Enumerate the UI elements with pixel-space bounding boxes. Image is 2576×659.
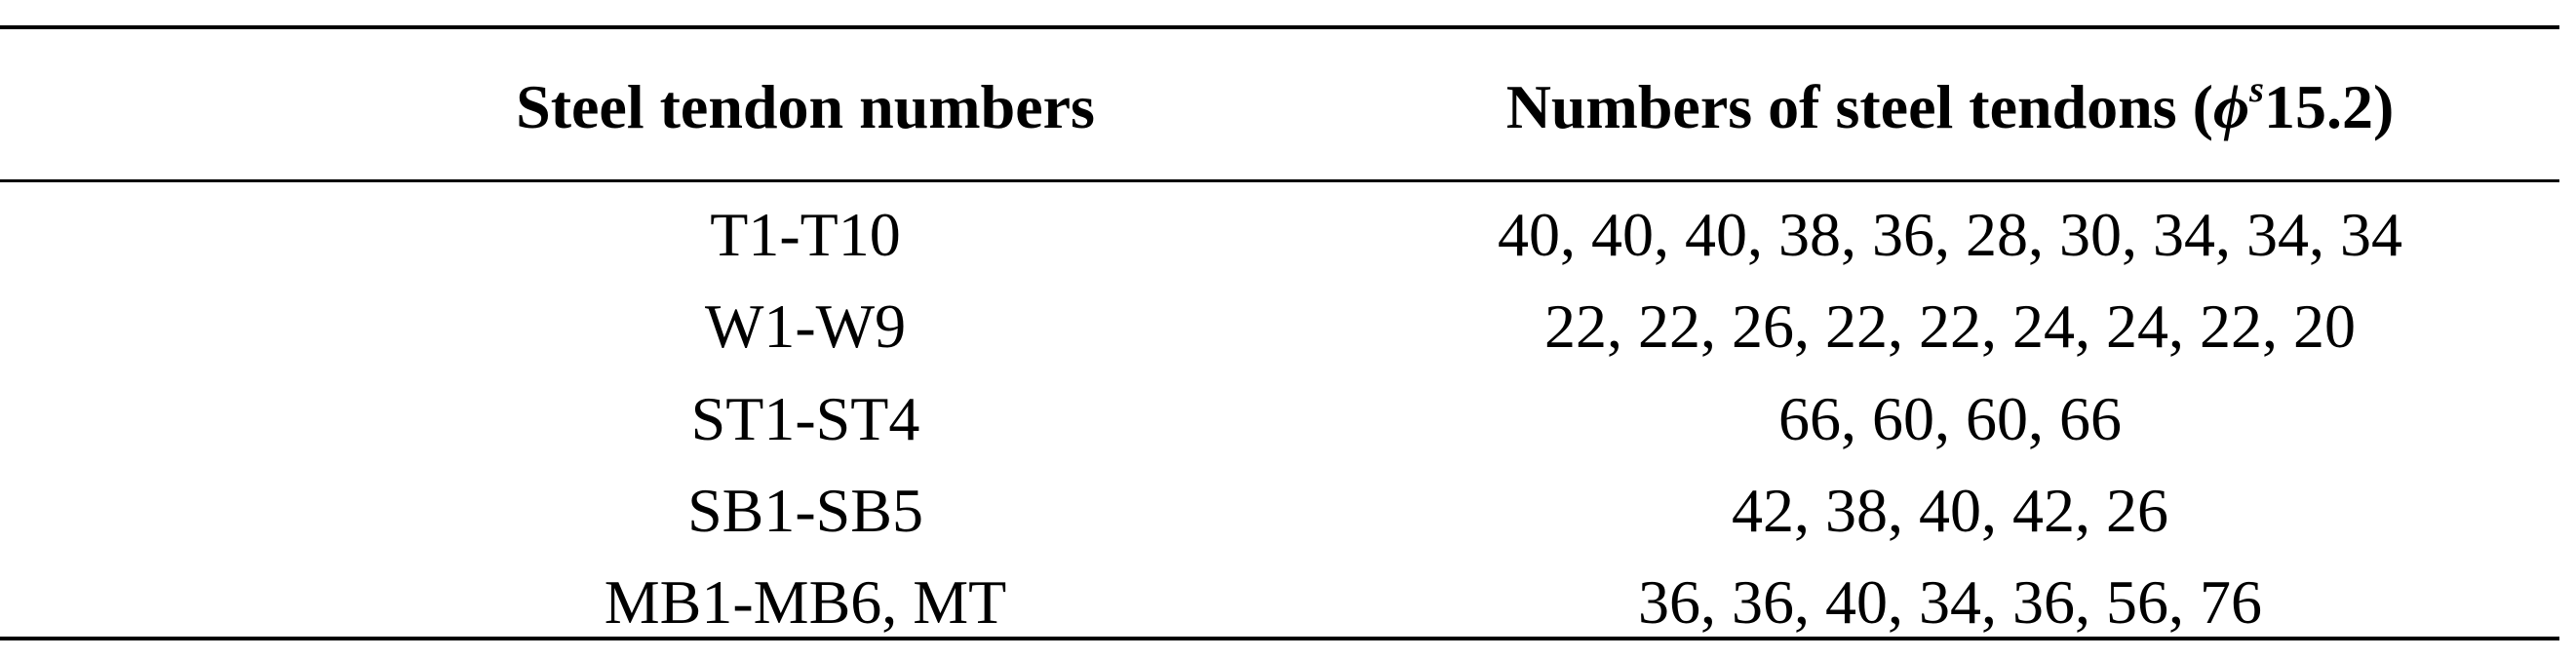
tendon-counts: 36, 36, 40, 34, 36, 56, 76 [1638,567,2262,637]
superscript-s: s [2249,69,2264,111]
tendon-group: W1-W9 [704,291,907,361]
tendon-group: MB1-MB6, MT [604,567,1007,637]
tendon-counts: 66, 60, 60, 66 [1778,384,2122,453]
bottom-rule [0,637,2559,640]
header-steel-tendon-numbers: Steel tendon numbers [516,72,1095,141]
tendon-counts: 22, 22, 26, 22, 22, 24, 24, 22, 20 [1544,291,2356,361]
top-rule [0,25,2559,29]
tendon-counts: 40, 40, 40, 38, 36, 28, 30, 34, 34, 34 [1498,200,2402,269]
header-prefix: Numbers of steel tendons ( [1505,72,2213,141]
tendon-group: T1-T10 [710,200,901,269]
tendon-counts: 42, 38, 40, 42, 26 [1732,476,2168,545]
header-rule [0,179,2559,182]
tendon-group: SB1-SB5 [687,476,923,545]
header-numbers-of-steel-tendons: Numbers of steel tendons (ϕs15.2) [1506,68,2395,146]
header-suffix: 15.2) [2263,72,2395,141]
tendon-group: ST1-ST4 [690,384,920,453]
phi-symbol: ϕ [2212,72,2250,141]
